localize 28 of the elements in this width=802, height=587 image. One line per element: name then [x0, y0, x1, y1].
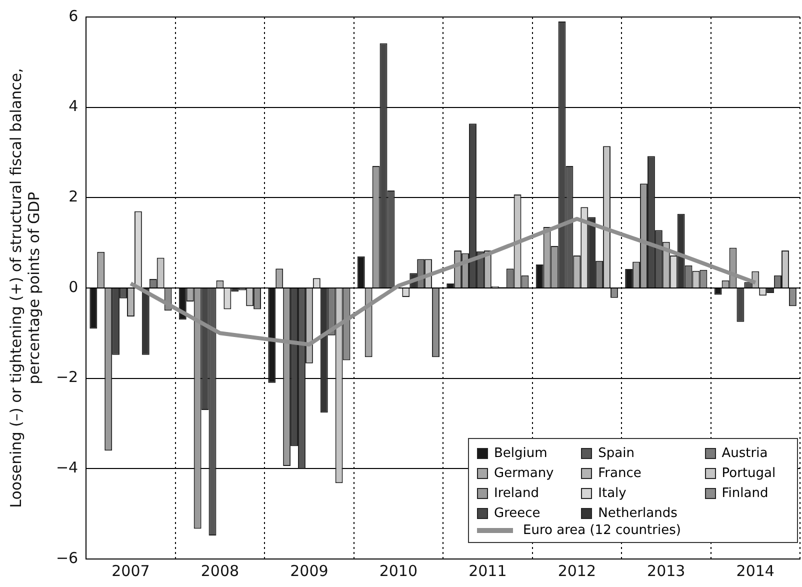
y-axis-title: Loosening (–) or tightening (+) of structural fiscal balance, percentage points of GDP [6, 68, 43, 508]
legend-label: France [598, 466, 642, 480]
x-tick-label: 2012 [558, 562, 596, 580]
y-tick-label: −2 [56, 368, 78, 386]
legend-label: Finland [722, 486, 768, 500]
y-tick-label: 0 [68, 278, 78, 296]
x-tick-label: 2014 [736, 562, 774, 580]
y-tick-label: 6 [68, 6, 78, 25]
x-tick-label: 2008 [200, 562, 240, 580]
x-tick-label: 2013 [647, 562, 686, 580]
legend-label: Spain [598, 446, 634, 460]
x-tick-label: 2009 [290, 562, 328, 580]
x-tick-label: 2007 [112, 562, 150, 580]
y-tick-label: −4 [56, 458, 78, 477]
x-tick-label: 2011 [468, 562, 507, 580]
legend-label: Portugal [722, 466, 776, 480]
legend-label: Greece [494, 506, 540, 520]
legend-label: Germany [494, 466, 554, 480]
legend-label: Italy [598, 486, 626, 500]
legend-label: Netherlands [598, 506, 678, 520]
legend-label: Belgium [494, 446, 548, 460]
x-tick-label: 2010 [379, 562, 418, 580]
legend-label: Austria [722, 446, 768, 460]
legend-label: Euro area (12 countries) [523, 523, 681, 538]
y-tick-label: 2 [68, 188, 78, 206]
y-tick-label: −6 [56, 548, 78, 567]
y-tick-label: 4 [68, 97, 78, 116]
legend-label: Ireland [494, 486, 539, 500]
